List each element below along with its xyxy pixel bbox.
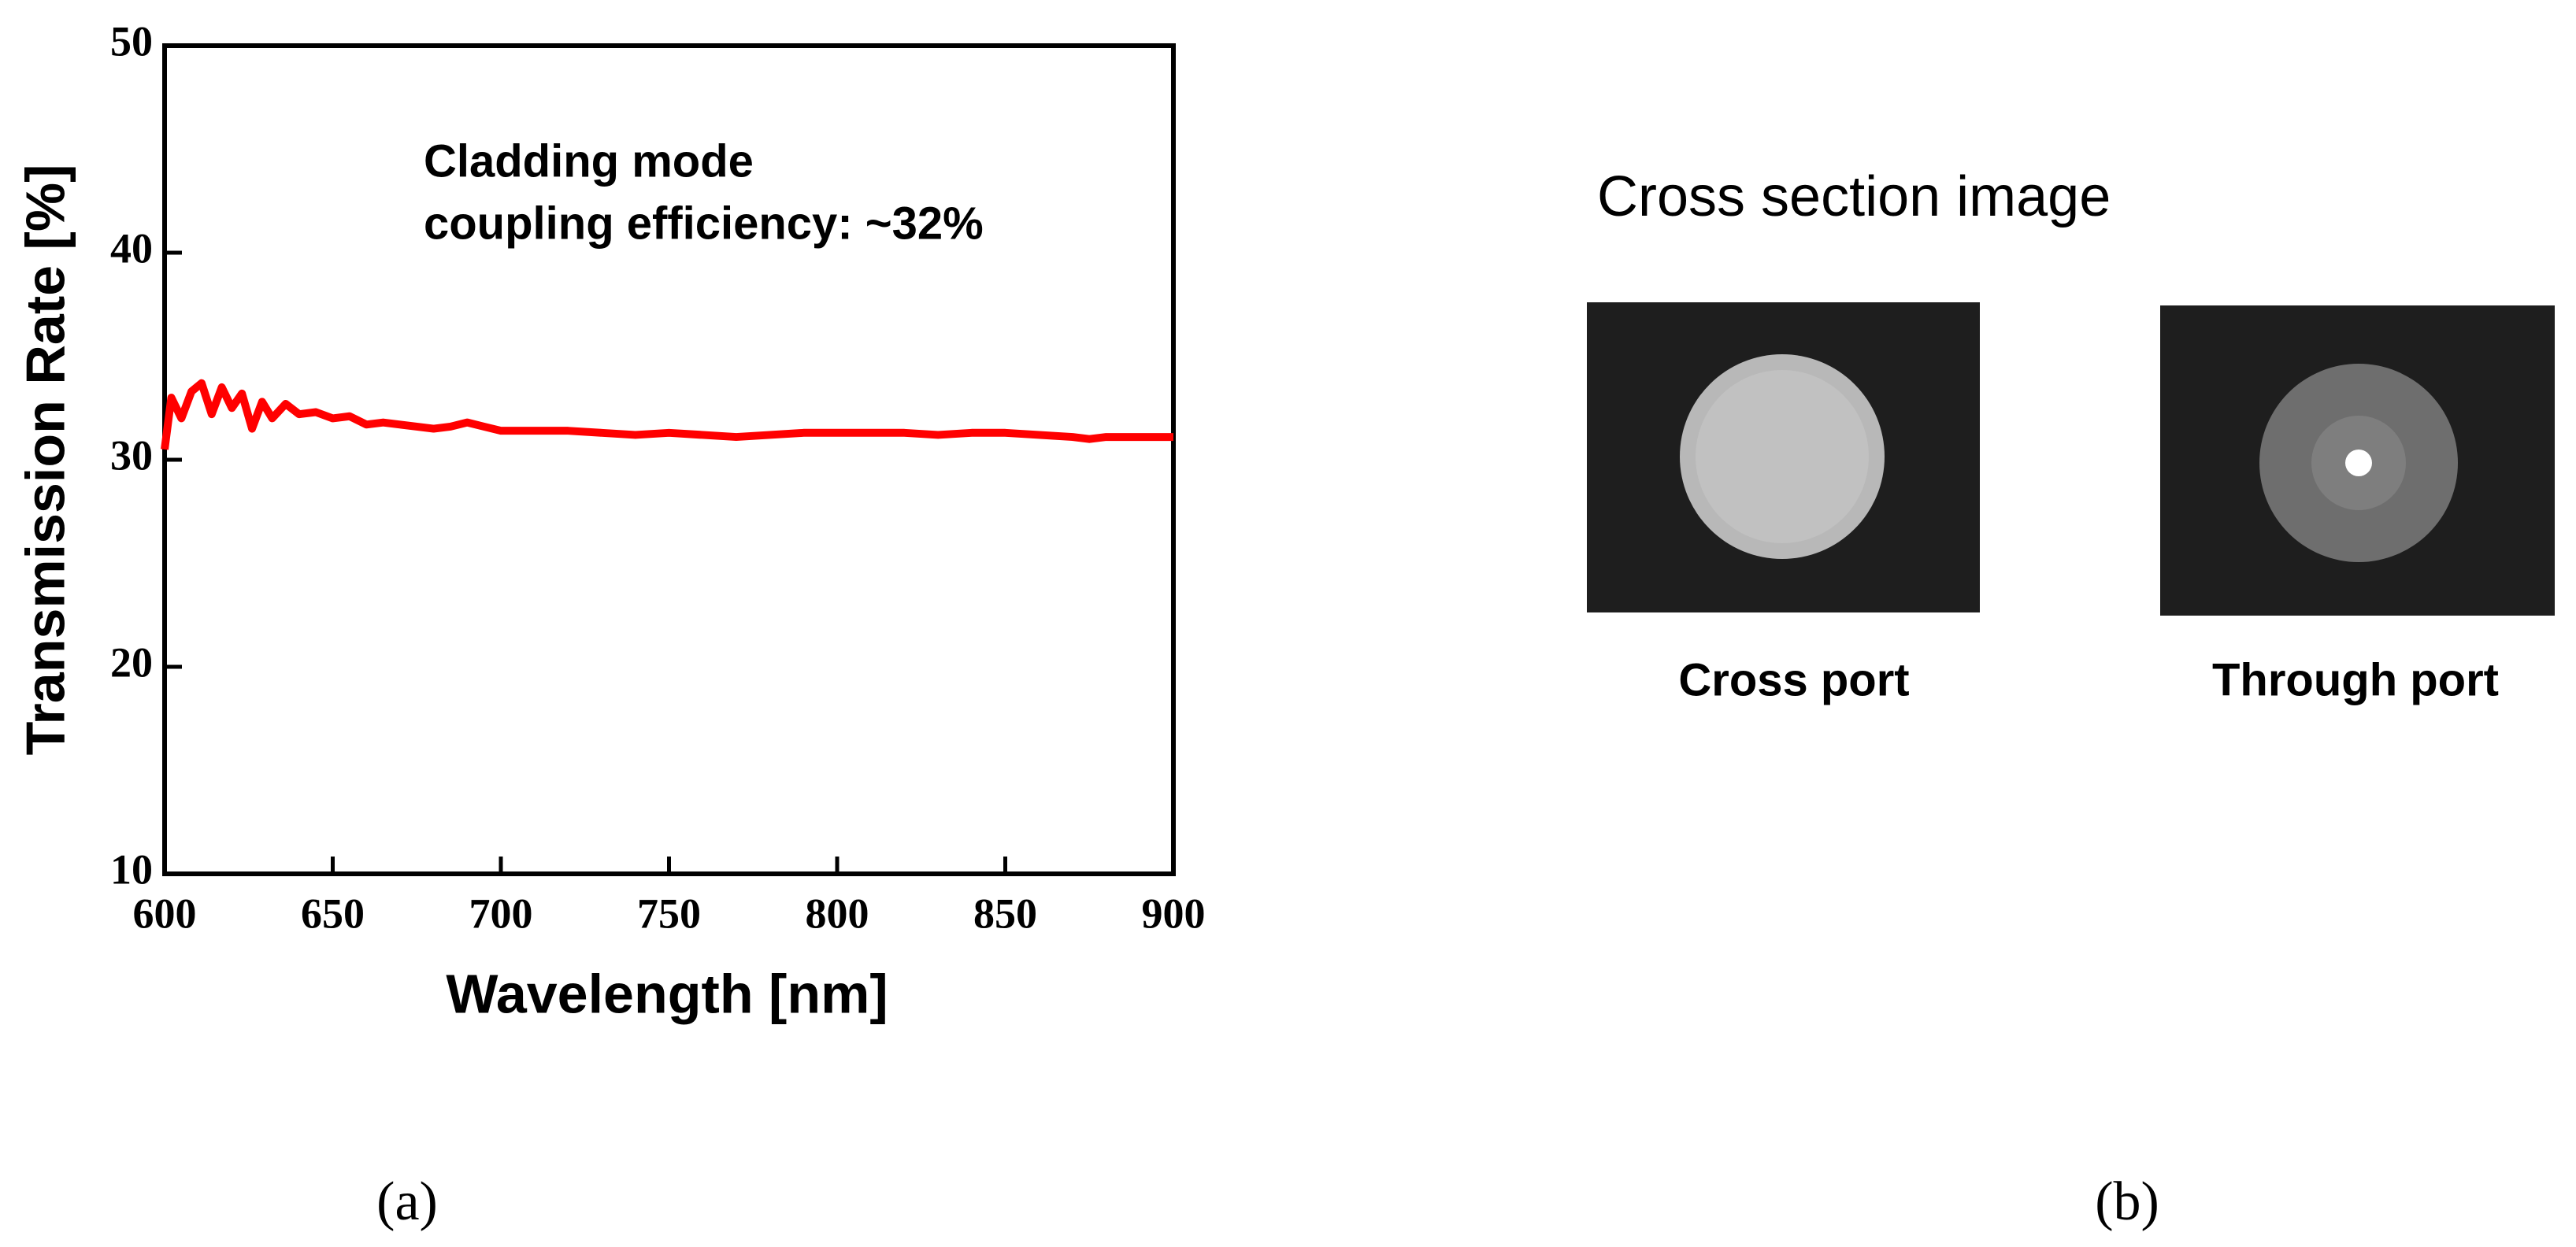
y-tick-label: 50 (110, 17, 153, 65)
data-line (161, 379, 1173, 450)
y-tick-label: 20 (110, 638, 153, 686)
y-axis-label: Transmission Rate [%] (14, 165, 76, 756)
annotation: Cladding mode (424, 135, 754, 187)
y-tick-label: 30 (110, 431, 153, 479)
cross-port-image (1587, 302, 1980, 612)
panel-title: Cross section image (1597, 165, 2111, 228)
subfigure-label: (a) (376, 1171, 438, 1232)
x-tick-label: 600 (133, 890, 197, 937)
image-label: Through port (2212, 654, 2499, 705)
annotation: coupling efficiency: ~32% (424, 198, 984, 249)
x-tick-label: 850 (973, 890, 1037, 937)
x-tick-label: 650 (301, 890, 365, 937)
subfigure-label: (b) (2095, 1171, 2159, 1232)
through-port-image (2160, 305, 2555, 616)
x-tick-label: 800 (806, 890, 869, 937)
y-tick-label: 10 (110, 846, 153, 893)
x-axis-label: Wavelength [nm] (446, 963, 888, 1024)
x-tick-label: 900 (1142, 890, 1206, 937)
x-tick-label: 700 (469, 890, 533, 937)
y-tick-label: 40 (110, 224, 153, 272)
image-label: Cross port (1678, 654, 1909, 705)
x-tick-label: 750 (637, 890, 701, 937)
